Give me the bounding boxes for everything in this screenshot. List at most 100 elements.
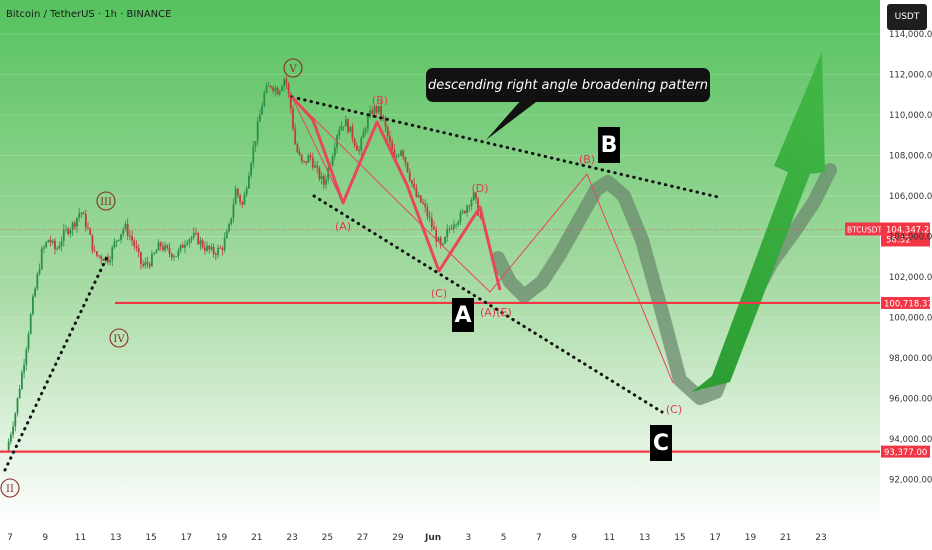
candle-body [16,397,19,414]
candle-body [347,119,349,133]
candle-body [95,251,98,256]
candle-body [234,188,237,205]
candle-body [287,84,290,94]
candle-body [305,161,308,163]
candle-body [93,250,96,252]
candle-body [441,243,444,245]
candle-body [40,248,43,270]
wave-label: (C) [431,287,447,300]
candle-body [9,434,12,442]
candle-body [375,106,378,113]
pattern-label: descending right angle broadening patter… [426,68,710,102]
candle-body [430,217,433,228]
candle-body [452,224,455,229]
pattern-label-pointer [486,99,540,140]
candle-body [256,121,259,142]
candle-body [210,247,213,250]
candle-body [417,195,420,197]
candle-body [285,79,288,85]
wave-label: (A) [480,306,496,319]
candle-body [415,187,418,197]
candle-body [439,237,442,245]
y-tick-label: 98,000.00 [889,354,932,364]
candle-body [466,205,468,213]
wave-guide-line [291,96,344,204]
candle-body [162,246,164,251]
bar-countdown: 56:32 [886,235,911,245]
candle-body [391,141,394,151]
candle-body [404,156,407,163]
candle-body [144,262,147,266]
wave-path-main [290,95,502,291]
candle-body [477,198,479,216]
symbol-tag [845,222,881,236]
time-axis-area [0,524,880,550]
candle-body [380,106,383,116]
candle-body [56,248,59,250]
candle-body [120,234,122,240]
candle-body [364,128,367,133]
x-tick-label: 15 [674,533,685,543]
y-tick-label: 110,000.00 [889,111,932,121]
roman-wave-label: III [100,197,112,208]
symbol-title: Bitcoin / TetherUS · 1h · BINANCE [6,9,172,20]
x-tick-label: 29 [392,533,404,543]
candle-body [54,240,56,250]
candle-body [300,154,303,162]
candle-body [428,216,431,218]
candle-body [192,232,195,238]
candle-body [142,263,145,266]
x-tick-label: 3 [466,533,472,543]
candle-body [184,244,186,248]
candle-body [84,214,87,228]
currency-button[interactable]: USDT [887,4,927,30]
candle-body [60,241,63,247]
x-tick-label: 17 [709,533,720,543]
candle-body [128,235,131,237]
candle-body [155,250,158,254]
candle-body [261,105,264,115]
x-tick-label: 19 [216,533,228,543]
candle-body [223,238,226,251]
candle-body [413,183,416,188]
candle-body [21,372,23,390]
y-tick-label: 112,000.00 [889,71,932,81]
candle-body [446,228,449,238]
candle-body [98,255,100,257]
x-tick-label: Jun [424,533,441,543]
level-price-label: 93,377.00 [884,448,927,458]
candle-body [168,248,171,254]
candle-body [470,199,473,207]
y-tick-label: 100,000.00 [889,314,932,324]
candle-body [7,441,10,452]
candle-body [106,256,109,263]
candle-body [444,237,446,244]
candle-body [424,203,427,208]
x-tick-label: 9 [42,533,48,543]
x-tick-label: 23 [815,533,826,543]
wave-label: (E) [496,306,512,319]
candle-body [62,229,65,242]
candle-body [369,110,371,117]
candle-body [386,127,389,137]
candle-body [36,274,39,289]
candle-body [151,254,153,267]
candle-body [91,234,94,251]
candle-body [433,227,435,230]
y-tick-label: 104,000.00 [889,233,932,243]
candle-body [270,85,272,88]
candle-body [283,79,286,87]
candle-body [34,288,37,297]
y-tick-label: 108,000.00 [889,152,932,162]
candle-body [298,151,301,155]
candle-body [411,180,413,184]
candle-body [250,163,252,176]
candle-body [71,222,74,231]
candle-body [338,130,341,136]
candle-body [78,213,81,218]
level-price-tag [881,296,930,309]
candle-body [351,126,354,140]
bullish-arrow [692,52,825,392]
candle-body [281,86,283,91]
candle-body [362,132,365,139]
